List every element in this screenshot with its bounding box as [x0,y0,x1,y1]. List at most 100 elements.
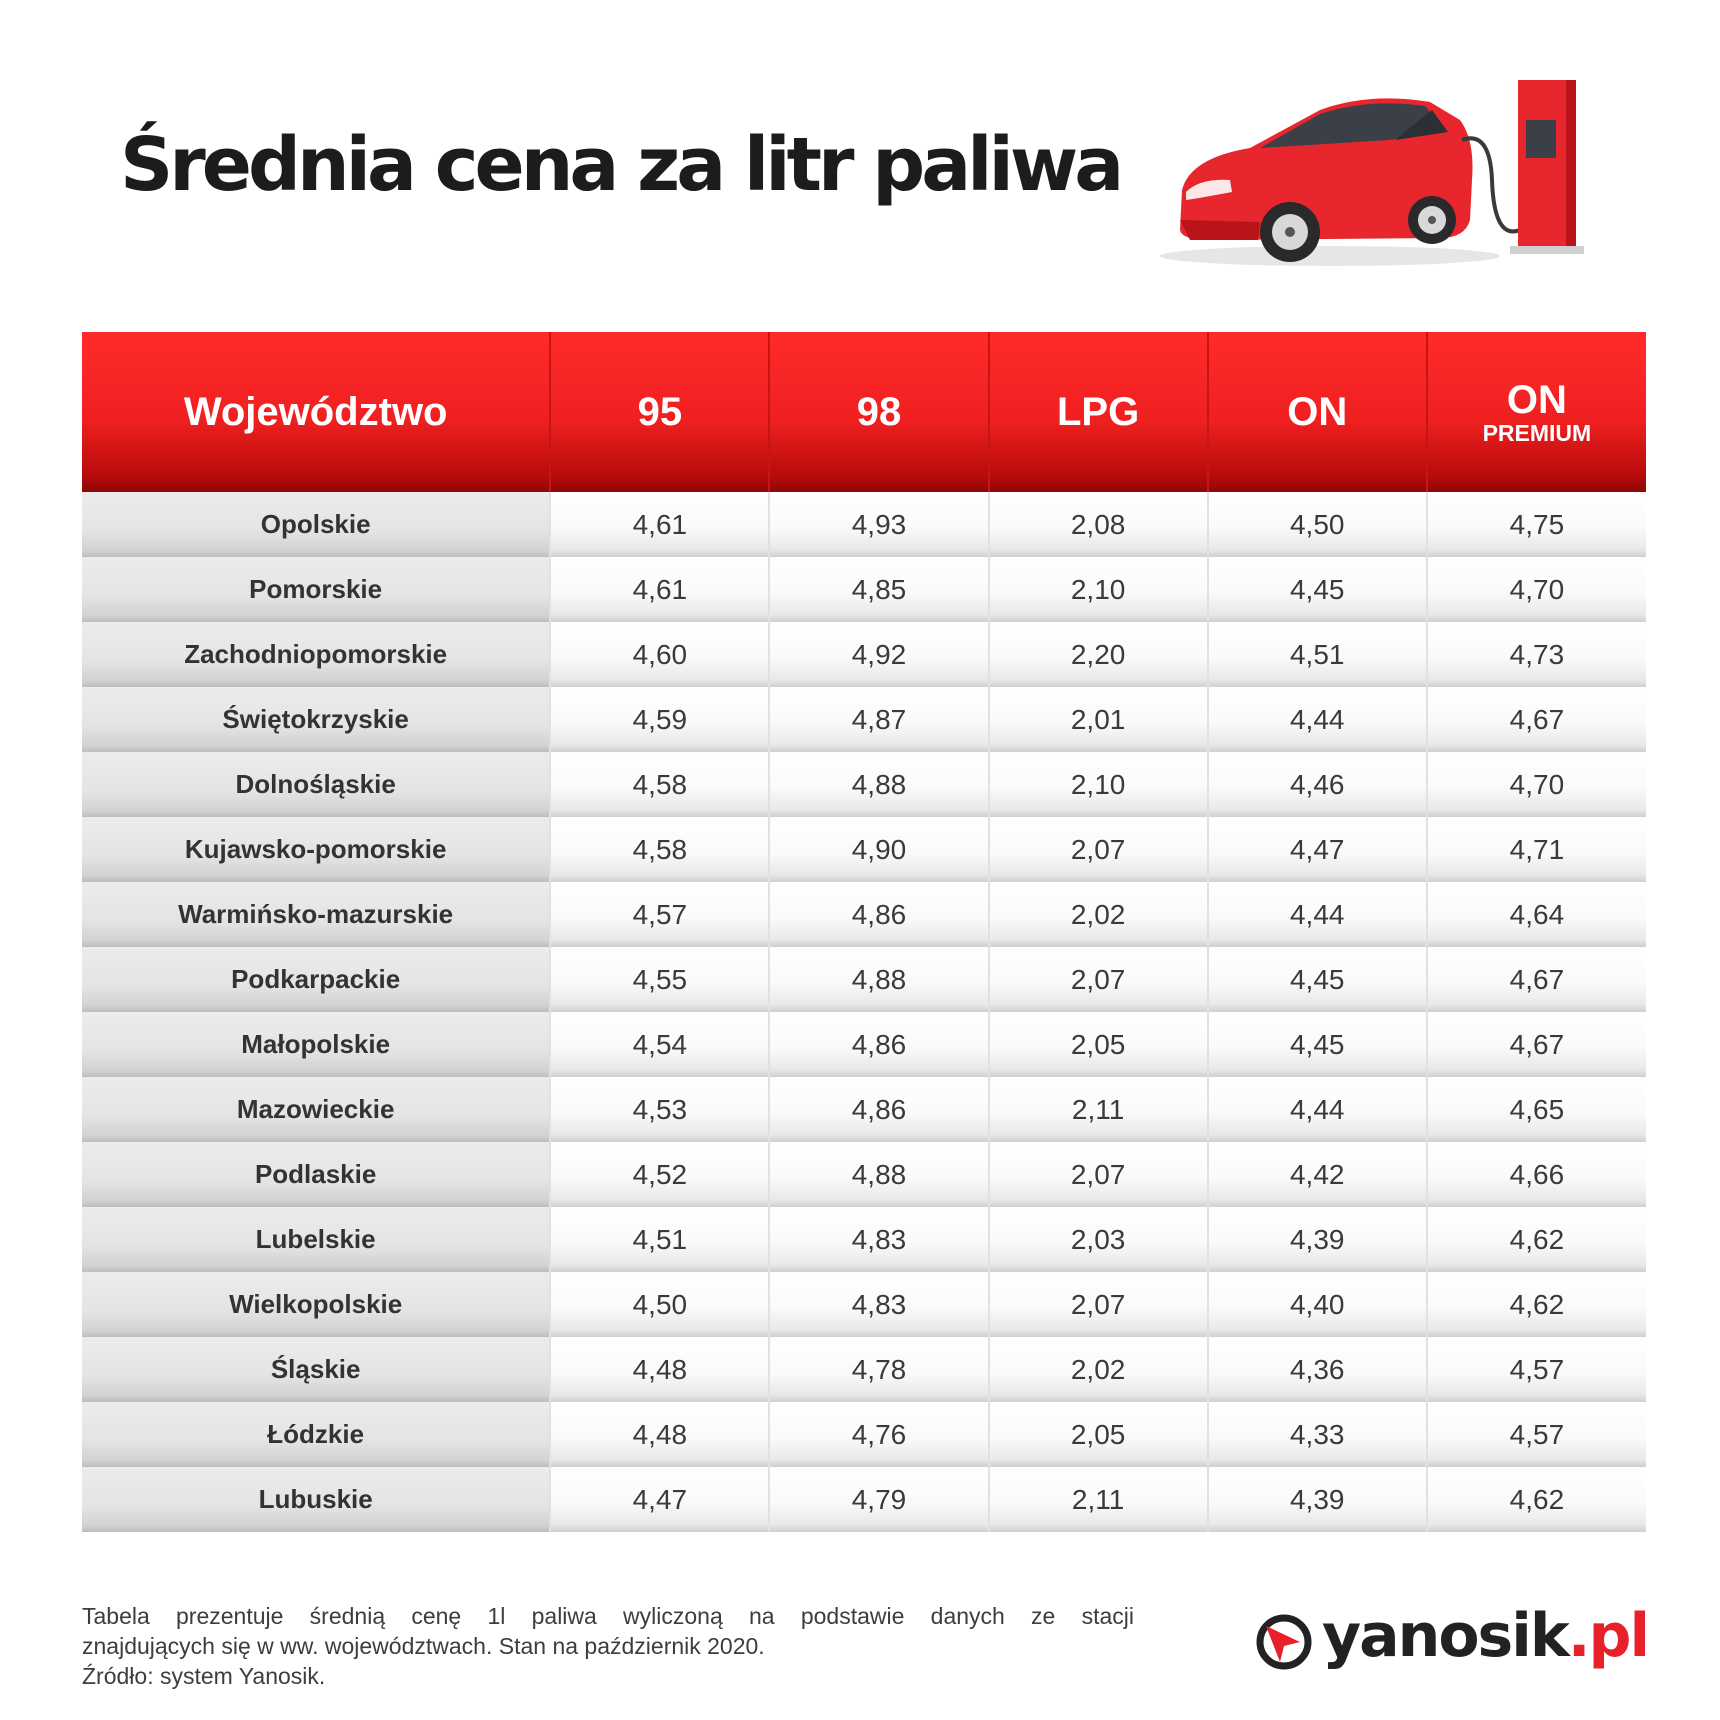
region-cell: Pomorskie [82,557,551,622]
price-on-cell: 4,45 [1206,557,1427,622]
header-on-premium-main: ON [1506,377,1567,422]
price-98-cell: 4,92 [768,622,989,687]
price-98-cell: 4,90 [768,817,989,882]
price-on-cell: 4,50 [1206,492,1427,557]
fuel-price-table: Województwo 95 98 LPG ON ON PREMIUM Opol… [82,332,1646,1532]
price-on-premium-cell: 4,62 [1425,1272,1646,1337]
header-region: Województwo [82,332,551,492]
header-95: 95 [549,332,770,492]
price-95-cell: 4,54 [549,1012,770,1077]
price-on-premium-cell: 4,64 [1425,882,1646,947]
price-on-premium-cell: 4,75 [1425,492,1646,557]
price-95-cell: 4,53 [549,1077,770,1142]
table-row: Lubuskie 4,47 4,79 2,11 4,39 4,62 [82,1467,1646,1532]
price-on-cell: 4,47 [1206,817,1427,882]
price-on-premium-cell: 4,66 [1425,1142,1646,1207]
price-lpg-cell: 2,02 [987,882,1208,947]
table-body: Opolskie 4,61 4,93 2,08 4,50 4,75 Pomors… [82,492,1646,1532]
price-on-premium-cell: 4,71 [1425,817,1646,882]
price-95-cell: 4,48 [549,1402,770,1467]
table-row: Podlaskie 4,52 4,88 2,07 4,42 4,66 [82,1142,1646,1207]
logo-wordmark: yanosik.pl [1322,1606,1650,1666]
price-on-premium-cell: 4,62 [1425,1207,1646,1272]
price-on-premium-cell: 4,57 [1425,1402,1646,1467]
price-98-cell: 4,88 [768,947,989,1012]
price-lpg-cell: 2,08 [987,492,1208,557]
price-lpg-cell: 2,05 [987,1012,1208,1077]
header-on-premium-sub: PREMIUM [1482,419,1592,446]
region-cell: Wielkopolskie [82,1272,551,1337]
price-on-premium-cell: 4,67 [1425,947,1646,1012]
region-cell: Świętokrzyskie [82,687,551,752]
charging-station-icon [1510,80,1584,254]
price-lpg-cell: 2,10 [987,557,1208,622]
table-row: Świętokrzyskie 4,59 4,87 2,01 4,44 4,67 [82,687,1646,752]
region-cell: Zachodniopomorskie [82,622,551,687]
logo-name: yanosik [1322,1601,1570,1671]
price-on-cell: 4,44 [1206,1077,1427,1142]
price-lpg-cell: 2,07 [987,817,1208,882]
table-row: Małopolskie 4,54 4,86 2,05 4,45 4,67 [82,1012,1646,1077]
table-row: Śląskie 4,48 4,78 2,02 4,36 4,57 [82,1337,1646,1402]
price-on-premium-cell: 4,67 [1425,687,1646,752]
yanosik-logo: yanosik.pl [1254,1606,1654,1682]
price-on-cell: 4,44 [1206,687,1427,752]
region-cell: Śląskie [82,1337,551,1402]
price-on-premium-cell: 4,57 [1425,1337,1646,1402]
price-95-cell: 4,57 [549,882,770,947]
price-95-cell: 4,58 [549,817,770,882]
header-on-premium: ON PREMIUM [1425,332,1646,492]
price-95-cell: 4,51 [549,1207,770,1272]
price-lpg-cell: 2,11 [987,1467,1208,1532]
page-title: Średnia cena za litr paliwa [120,122,1124,208]
price-on-cell: 4,42 [1206,1142,1427,1207]
price-on-premium-cell: 4,62 [1425,1467,1646,1532]
price-98-cell: 4,83 [768,1272,989,1337]
header-lpg: LPG [987,332,1208,492]
table-row: Dolnośląskie 4,58 4,88 2,10 4,46 4,70 [82,752,1646,817]
price-95-cell: 4,55 [549,947,770,1012]
region-cell: Opolskie [82,492,551,557]
price-98-cell: 4,79 [768,1467,989,1532]
table-row: Warmińsko-mazurskie 4,57 4,86 2,02 4,44 … [82,882,1646,947]
price-98-cell: 4,85 [768,557,989,622]
table-row: Kujawsko-pomorskie 4,58 4,90 2,07 4,47 4… [82,817,1646,882]
table-row: Mazowieckie 4,53 4,86 2,11 4,44 4,65 [82,1077,1646,1142]
price-95-cell: 4,59 [549,687,770,752]
price-lpg-cell: 2,11 [987,1077,1208,1142]
price-on-premium-cell: 4,70 [1425,557,1646,622]
price-95-cell: 4,52 [549,1142,770,1207]
price-lpg-cell: 2,02 [987,1337,1208,1402]
price-95-cell: 4,61 [549,492,770,557]
footnote-line-1: Tabela prezentuje średnią cenę 1l paliwa… [82,1603,1134,1629]
red-electric-car-icon [1180,98,1473,262]
table-row: Wielkopolskie 4,50 4,83 2,07 4,40 4,62 [82,1272,1646,1337]
price-lpg-cell: 2,03 [987,1207,1208,1272]
price-on-premium-cell: 4,67 [1425,1012,1646,1077]
price-95-cell: 4,60 [549,622,770,687]
price-98-cell: 4,88 [768,752,989,817]
table-row: Zachodniopomorskie 4,60 4,92 2,20 4,51 4… [82,622,1646,687]
price-on-cell: 4,36 [1206,1337,1427,1402]
price-95-cell: 4,48 [549,1337,770,1402]
price-98-cell: 4,88 [768,1142,989,1207]
yanosik-logo-icon [1256,1614,1312,1670]
price-lpg-cell: 2,05 [987,1402,1208,1467]
price-on-premium-cell: 4,65 [1425,1077,1646,1142]
price-lpg-cell: 2,10 [987,752,1208,817]
region-cell: Lubelskie [82,1207,551,1272]
region-cell: Podkarpackie [82,947,551,1012]
footnote-line-2: znajdujących się w ww. województwach. St… [82,1633,765,1659]
table-row: Pomorskie 4,61 4,85 2,10 4,45 4,70 [82,557,1646,622]
price-on-premium-cell: 4,73 [1425,622,1646,687]
table-row: Łódzkie 4,48 4,76 2,05 4,33 4,57 [82,1402,1646,1467]
price-on-cell: 4,51 [1206,622,1427,687]
price-98-cell: 4,86 [768,882,989,947]
car-shadow-icon [1160,246,1500,266]
region-cell: Kujawsko-pomorskie [82,817,551,882]
price-98-cell: 4,83 [768,1207,989,1272]
logo-tld: .pl [1567,1601,1650,1671]
price-on-cell: 4,33 [1206,1402,1427,1467]
price-on-cell: 4,39 [1206,1207,1427,1272]
price-98-cell: 4,86 [768,1012,989,1077]
